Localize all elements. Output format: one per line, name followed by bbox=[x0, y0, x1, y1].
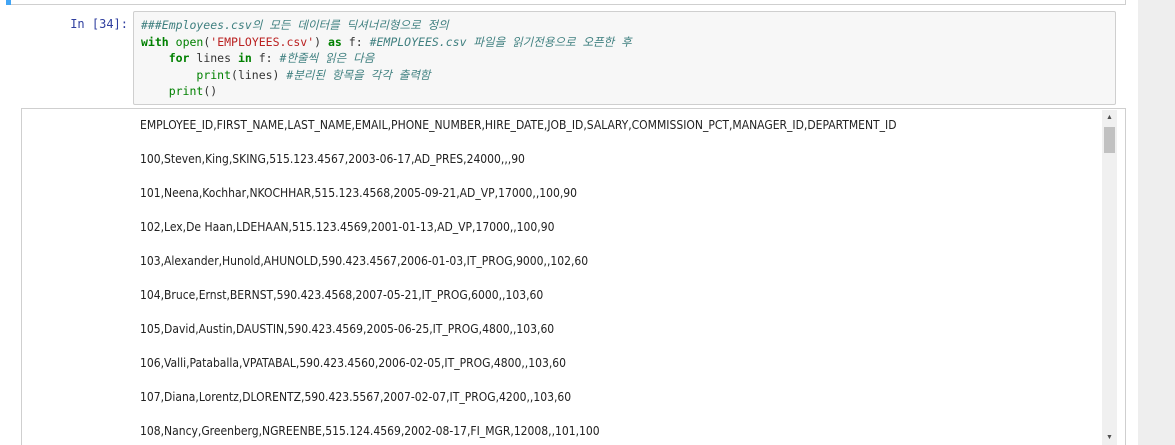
code-token: () bbox=[203, 84, 218, 98]
right-gutter bbox=[1138, 0, 1175, 445]
output-line: 101,Neena,Kochhar,NKOCHHAR,515.123.4568,… bbox=[140, 186, 578, 200]
output-line: 102,Lex,De Haan,LDEHAAN,515.123.4569,200… bbox=[140, 220, 555, 234]
code-token: #분리된 항목을 각각 출력함 bbox=[286, 67, 431, 82]
output-line: 104,Bruce,Ernst,BERNST,590.423.4568,2007… bbox=[140, 288, 544, 302]
code-token: #EMPLOYEES.csv 파일을 읽기전용으로 오픈한 후 bbox=[369, 34, 632, 49]
code-token: as bbox=[328, 34, 342, 49]
code-token: (lines) bbox=[231, 67, 287, 82]
code-line: ###Employees.csv의 모든 데이터를 딕셔너리형으로 정의 bbox=[141, 17, 632, 34]
output-line: 106,Valli,Pataballa,VPATABAL,590.423.456… bbox=[140, 356, 566, 370]
code-line: with open('EMPLOYEES.csv') as f: #EMPLOY… bbox=[141, 34, 632, 51]
code-token: ( bbox=[203, 34, 211, 49]
scroll-up-arrow-icon[interactable]: ▲ bbox=[1106, 114, 1113, 121]
code-token: in bbox=[237, 51, 252, 65]
notebook-panel: In [34]: ###Employees.csv의 모든 데이터를 딕셔너리형… bbox=[0, 0, 1138, 445]
code-token bbox=[141, 68, 196, 82]
output-scrollbar[interactable]: ▲ ▼ bbox=[1102, 110, 1117, 445]
code-token bbox=[141, 51, 169, 65]
scroll-thumb[interactable] bbox=[1104, 127, 1115, 153]
code-token: #한줄씩 읽은 다음 bbox=[279, 51, 375, 65]
previous-cell-edge bbox=[6, 0, 1126, 5]
code-line: for lines in f: #한줄씩 읽은 다음 bbox=[141, 50, 632, 67]
code-token: with bbox=[141, 34, 169, 49]
scroll-down-arrow-icon[interactable]: ▼ bbox=[1106, 434, 1113, 441]
output-line: 108,Nancy,Greenberg,NGREENBE,515.124.456… bbox=[140, 424, 600, 438]
output-line: 103,Alexander,Hunold,AHUNOLD,590.423.456… bbox=[140, 254, 589, 268]
code-token: 'EMPLOYEES.csv' bbox=[210, 34, 315, 49]
code-token bbox=[169, 35, 176, 49]
cell-output-area: EMPLOYEE_ID,FIRST_NAME,LAST_NAME,EMAIL,P… bbox=[21, 108, 1126, 445]
output-line: 107,Diana,Lorentz,DLORENTZ,590.423.5567,… bbox=[140, 390, 572, 404]
code-token: open bbox=[175, 34, 204, 49]
code-token: ) bbox=[314, 34, 328, 49]
code-editor[interactable]: ###Employees.csv의 모든 데이터를 딕셔너리형으로 정의 with… bbox=[141, 17, 632, 100]
code-token: print bbox=[196, 67, 232, 82]
input-prompt: In [34]: bbox=[70, 17, 128, 31]
code-token: f: bbox=[341, 34, 370, 49]
code-token: for bbox=[168, 51, 190, 65]
code-token: f: bbox=[251, 51, 280, 65]
code-token: print bbox=[168, 84, 204, 98]
code-line: print() bbox=[141, 83, 632, 100]
output-text: EMPLOYEE_ID,FIRST_NAME,LAST_NAME,EMAIL,P… bbox=[140, 109, 897, 445]
output-line: 100,Steven,King,SKING,515.123.4567,2003-… bbox=[140, 152, 525, 166]
code-token: ###Employees.csv의 모든 데이터를 딕셔너리형으로 정의 bbox=[141, 18, 449, 32]
code-token: lines bbox=[189, 51, 238, 65]
code-line: print(lines) #분리된 항목을 각각 출력함 bbox=[141, 67, 632, 84]
code-token bbox=[141, 84, 169, 98]
code-cell-input[interactable]: ###Employees.csv의 모든 데이터를 딕셔너리형으로 정의 with… bbox=[133, 11, 1116, 105]
output-line: EMPLOYEE_ID,FIRST_NAME,LAST_NAME,EMAIL,P… bbox=[140, 118, 897, 132]
output-line: 105,David,Austin,DAUSTIN,590.423.4569,20… bbox=[140, 322, 555, 336]
